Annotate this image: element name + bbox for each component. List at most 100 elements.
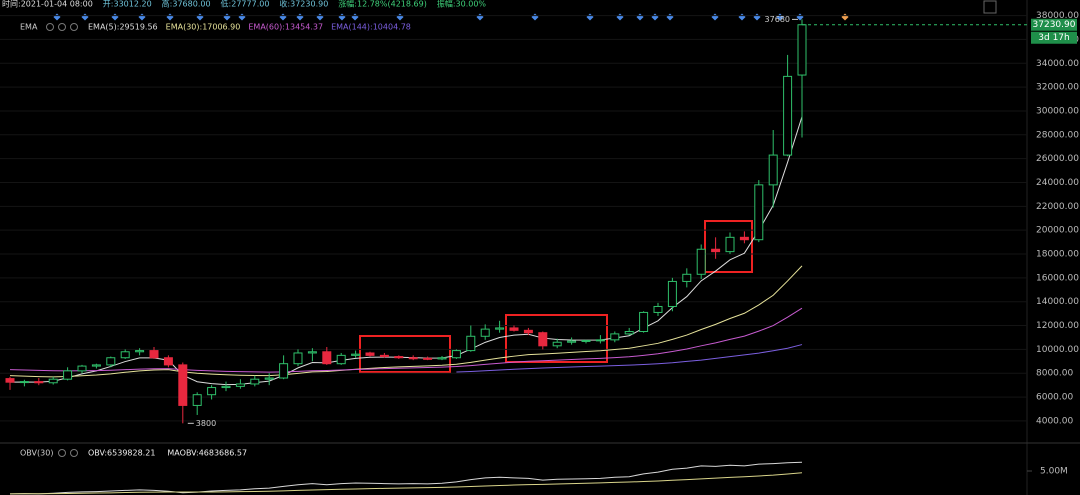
candle-body xyxy=(739,236,749,241)
info-field: 高:37680.00 xyxy=(162,0,211,9)
candle-body xyxy=(91,364,101,367)
ema-line xyxy=(9,307,803,373)
highlight-box xyxy=(505,314,608,363)
y-tick-label: 6000.00 xyxy=(1036,393,1073,403)
candle-body xyxy=(293,352,303,365)
candle-body xyxy=(523,329,533,334)
candle-body xyxy=(307,351,317,354)
y-tick-label: 4000.00 xyxy=(1036,416,1073,426)
candle-body xyxy=(365,352,375,356)
candle-body xyxy=(5,378,15,383)
legend-entry: MAOBV:4683686.57 xyxy=(167,449,247,458)
candle-body xyxy=(77,365,87,372)
indicator-name: EMA xyxy=(20,23,38,32)
legend-entry: EMA(5):29519.56 xyxy=(88,23,158,32)
y-tick-label: 5.00M xyxy=(1040,467,1068,477)
legend-entry: EMA(144):10404.78 xyxy=(331,23,411,32)
candle-body xyxy=(581,339,591,342)
info-field: 开:33012.20 xyxy=(103,0,152,9)
low-annotation: 3800 xyxy=(196,419,216,428)
candle-body xyxy=(379,354,389,358)
ema-line xyxy=(456,344,803,373)
info-field: 涨幅:12.78%(4218.69) xyxy=(338,0,427,9)
ema-line xyxy=(9,265,803,378)
y-tick-label: 32000.00 xyxy=(1036,83,1079,93)
high-annotation: 37680 xyxy=(765,15,790,24)
candle-body xyxy=(639,311,649,333)
highlight-box xyxy=(704,220,753,273)
candle-body xyxy=(466,335,476,352)
y-tick-label: 26000.00 xyxy=(1036,154,1079,164)
candle-body xyxy=(495,327,505,330)
indicator-icon[interactable] xyxy=(46,23,54,31)
info-field: 振幅:30.00% xyxy=(437,0,487,9)
candle-body xyxy=(653,305,663,313)
candle-body xyxy=(754,184,764,241)
candle-body xyxy=(163,357,173,366)
legend-entry: EMA(30):17006.90 xyxy=(166,23,241,32)
candle-body xyxy=(624,331,634,335)
info-field: 时间:2021-01-04 08:00 xyxy=(2,0,93,9)
candle-body xyxy=(19,381,29,384)
candle-body xyxy=(351,353,361,356)
candle-body xyxy=(451,350,461,359)
y-tick-label: 38000.00 xyxy=(1036,11,1079,21)
y-tick-label: 8000.00 xyxy=(1036,369,1073,379)
candle-body xyxy=(797,24,807,76)
candle-body xyxy=(106,357,116,366)
candle-body xyxy=(394,356,404,359)
indicator-line xyxy=(9,472,803,495)
candle-body xyxy=(178,364,188,406)
y-tick-label: 20000.00 xyxy=(1036,226,1079,236)
y-tick-label: 30000.00 xyxy=(1036,106,1079,116)
settings-icon[interactable] xyxy=(983,0,997,14)
indicator-icon[interactable] xyxy=(70,23,78,31)
candle-body xyxy=(264,377,274,380)
candle-body xyxy=(279,363,289,379)
y-tick-label: 24000.00 xyxy=(1036,178,1079,188)
countdown: 3d 17h xyxy=(1038,33,1069,43)
candle-body xyxy=(408,357,418,360)
candle-body xyxy=(322,351,332,365)
candle-body xyxy=(192,394,202,406)
candle-body xyxy=(63,370,73,380)
candle-body xyxy=(610,333,620,341)
candle-body xyxy=(437,357,447,360)
indicator-icon[interactable] xyxy=(58,449,66,457)
last-price-label: 37230.90 xyxy=(1033,20,1076,30)
indicator-icon[interactable] xyxy=(70,449,78,457)
legend-entry: OBV:6539828.21 xyxy=(88,449,155,458)
candle-body xyxy=(696,248,706,275)
candle-body xyxy=(768,154,778,186)
candle-body xyxy=(221,385,231,389)
candle-body xyxy=(725,236,735,253)
candle-body xyxy=(135,350,145,353)
candle-body xyxy=(667,280,677,307)
indicator-icon[interactable] xyxy=(58,23,66,31)
indicator-line xyxy=(9,461,803,495)
candle-body xyxy=(509,327,519,331)
legend-entry: EMA(60):13454.37 xyxy=(248,23,323,32)
y-tick-label: 10000.00 xyxy=(1036,345,1079,355)
ema-line xyxy=(9,116,803,386)
candle-body xyxy=(120,351,130,359)
y-tick-label: 18000.00 xyxy=(1036,250,1079,260)
candle-body xyxy=(34,381,44,384)
candle-body xyxy=(149,350,159,359)
candle-body xyxy=(567,340,577,343)
candle-body xyxy=(207,387,217,396)
last-price-box xyxy=(1031,18,1077,31)
info-field: 收:37230.90 xyxy=(279,0,328,9)
candle-body xyxy=(48,378,58,384)
candle-body xyxy=(250,378,260,385)
candle-body xyxy=(235,383,245,387)
y-tick-label: 28000.00 xyxy=(1036,130,1079,140)
y-tick-label: 22000.00 xyxy=(1036,202,1079,212)
countdown-box xyxy=(1031,31,1077,44)
y-tick-label: 14000.00 xyxy=(1036,297,1079,307)
candle-body xyxy=(480,328,490,337)
candle-body xyxy=(711,248,721,253)
info-field: 低:27777.00 xyxy=(221,0,270,9)
